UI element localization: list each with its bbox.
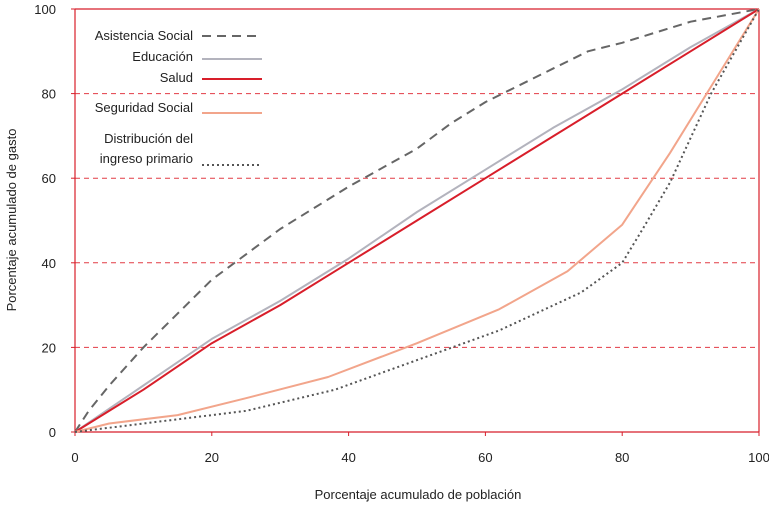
- tick-labels: 0 20 40 60 80 100 0 20 40 60 80 100: [34, 2, 769, 465]
- x-tick-label-20: 20: [205, 450, 219, 465]
- legend-label-line: Seguridad Social: [95, 100, 193, 115]
- axes: [71, 8, 760, 436]
- y-axis-title: Porcentaje acumulado de gasto: [4, 129, 19, 312]
- x-axis-title: Porcentaje acumulado de población: [315, 487, 522, 502]
- y-tick-label-0: 0: [49, 425, 56, 440]
- series-line-salud: [74, 8, 760, 433]
- legend-label-asistencia-social: Asistencia Social: [95, 28, 193, 43]
- x-tick-label-100: 100: [748, 450, 769, 465]
- series-line-educacion: [74, 8, 760, 433]
- legend-label-seguridad-social: Seguridad Social: [95, 100, 193, 115]
- legend-label-line: Educación: [132, 49, 193, 64]
- y-tick-label-100: 100: [34, 2, 56, 17]
- legend-label-line: Salud: [160, 70, 193, 85]
- series-line-asistencia-social: [74, 8, 760, 433]
- legend-label-salud: Salud: [160, 70, 193, 85]
- x-tick-label-80: 80: [615, 450, 629, 465]
- y-tick-label-60: 60: [42, 171, 56, 186]
- y-tick-label-80: 80: [42, 87, 56, 102]
- legend-label-line: ingreso primario: [100, 151, 193, 166]
- legend-label-educacion: Educación: [132, 49, 193, 64]
- series-line-distribucion-del-ingreso-primario: [74, 8, 760, 433]
- series-line-seguridad-social: [74, 8, 760, 433]
- x-tick-label-60: 60: [478, 450, 492, 465]
- y-tick-label-20: 20: [42, 340, 56, 355]
- legend-label-line: Asistencia Social: [95, 28, 193, 43]
- series-lines: [74, 8, 760, 433]
- legend-label-distribucion-del-ingreso-primario: Distribución del ingreso primario: [100, 131, 193, 166]
- y-tick-label-40: 40: [42, 256, 56, 271]
- legend-label-line: Distribución del: [104, 131, 193, 146]
- x-tick-label-40: 40: [341, 450, 355, 465]
- legend: Asistencia Social Educación Salud Seguridad…: [95, 28, 262, 166]
- x-tick-label-0: 0: [71, 450, 78, 465]
- grid-lines: [75, 93, 759, 348]
